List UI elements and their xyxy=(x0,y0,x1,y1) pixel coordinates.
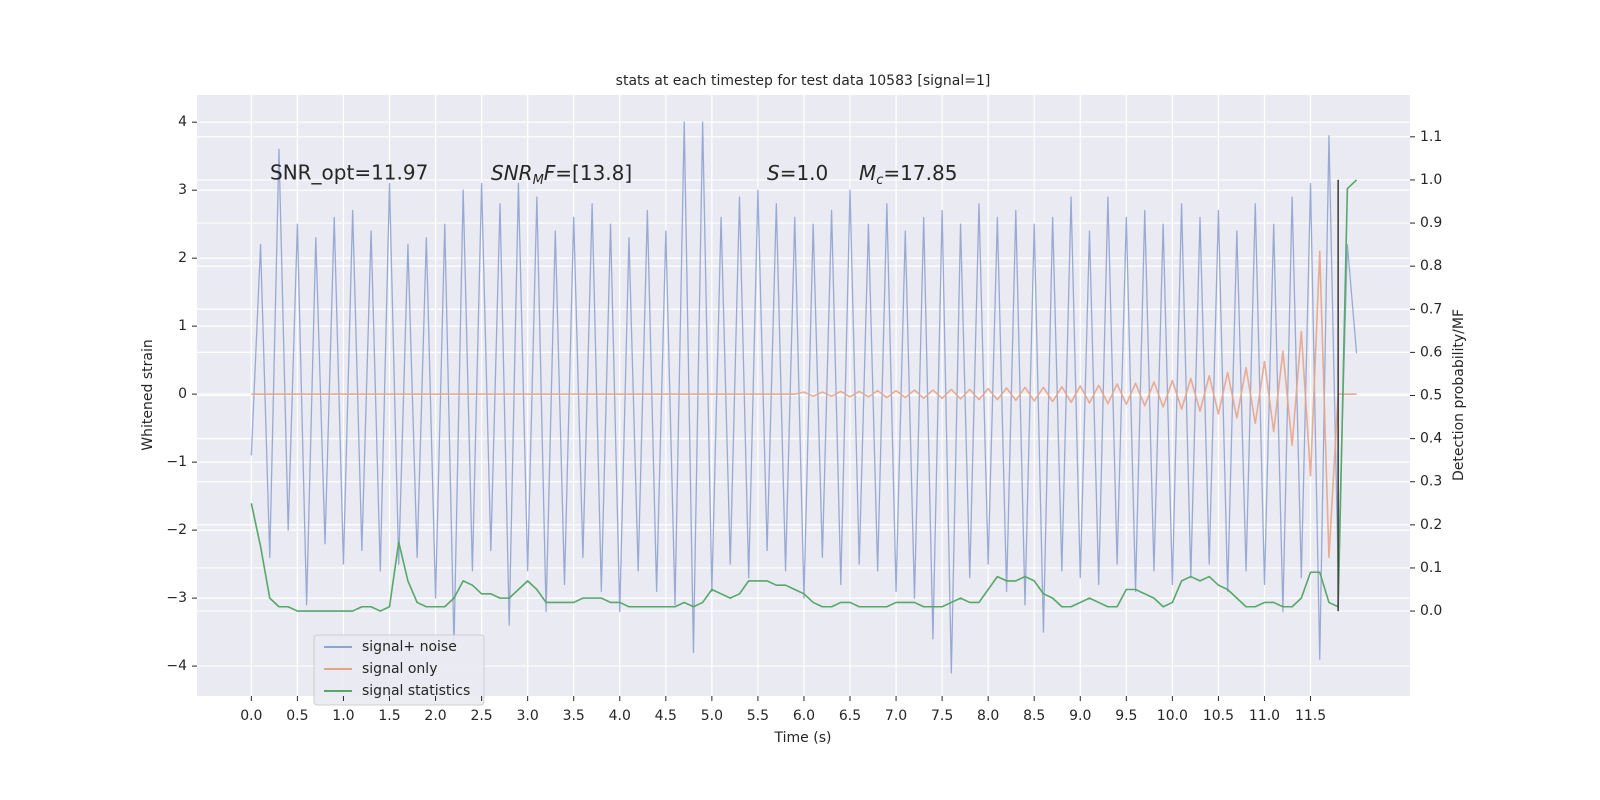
y2-tick-label: 1.1 xyxy=(1420,129,1442,145)
y2-tick-label: 0.3 xyxy=(1420,474,1442,490)
y2-tick-label: 1.0 xyxy=(1420,172,1442,188)
x-tick-label: 10.0 xyxy=(1157,708,1188,724)
y-tick-label: −3 xyxy=(166,590,187,606)
x-tick-label: 4.5 xyxy=(655,708,677,724)
y-tick-label: 1 xyxy=(178,318,187,334)
y2-tick-label: 0.8 xyxy=(1420,258,1442,274)
y2-tick-label: 0.0 xyxy=(1420,603,1442,619)
x-tick-label: 5.0 xyxy=(701,708,723,724)
y-tick-label: 3 xyxy=(178,182,187,198)
y-tick-label: −1 xyxy=(166,454,187,470)
annotation-part: M xyxy=(859,161,876,185)
annotation-part: =1.0 xyxy=(780,161,829,185)
x-tick-label: 2.5 xyxy=(470,708,492,724)
legend: signal+ noise signal only signal statistic… xyxy=(313,634,485,706)
y-tick-label: 4 xyxy=(178,114,187,130)
x-tick-label: 6.5 xyxy=(839,708,861,724)
y2-tick-label: 0.5 xyxy=(1420,388,1442,404)
annotation-part: SNR xyxy=(491,161,533,185)
y2-tick-label: 0.9 xyxy=(1420,215,1442,231)
x-tick-label: 8.0 xyxy=(977,708,999,724)
annotation-part: M xyxy=(533,173,544,188)
marks xyxy=(250,121,1358,674)
legend-box xyxy=(313,634,485,706)
series-line xyxy=(251,250,1357,559)
x-tick-label: 11.5 xyxy=(1295,708,1326,724)
x-tick-label: 7.5 xyxy=(931,708,953,724)
legend-label: signal statistics xyxy=(362,683,470,699)
y-tick-label: 2 xyxy=(178,250,187,266)
x-tick-label: 1.0 xyxy=(332,708,354,724)
x-tick-label: 0.0 xyxy=(240,708,262,724)
x-tick-label: 0.5 xyxy=(286,708,308,724)
annotation-part: S xyxy=(767,161,780,185)
y2-tick-label: 0.7 xyxy=(1420,301,1442,317)
series-line xyxy=(250,179,1358,612)
x-tick-label: 2.0 xyxy=(424,708,446,724)
annotation-part: F xyxy=(544,161,556,185)
series-line xyxy=(250,121,1358,674)
annotation: Mc=17.85 xyxy=(859,161,957,188)
x-tick-label: 8.5 xyxy=(1023,708,1045,724)
annotation: S=1.0 xyxy=(767,161,828,185)
x-tick-label: 3.0 xyxy=(517,708,539,724)
y2-tick-label: 0.1 xyxy=(1420,560,1442,576)
annotation-part: =17.85 xyxy=(883,161,957,185)
y-tick-label: −2 xyxy=(166,522,187,538)
y-axis-label: Whitened strain xyxy=(140,339,156,450)
x-tick-label: 7.0 xyxy=(885,708,907,724)
y2-tick-label: 0.6 xyxy=(1420,344,1442,360)
legend-label: signal+ noise xyxy=(362,639,457,655)
x-tick-label: 11.0 xyxy=(1249,708,1280,724)
y2-axis-label: Detection probability/MF xyxy=(1451,309,1467,481)
y-tick-label: 0 xyxy=(178,386,187,402)
annotation: SNRMF=[13.8] xyxy=(491,161,632,188)
y-tick-label: −4 xyxy=(166,658,187,674)
x-axis-label: Time (s) xyxy=(774,730,832,746)
x-tick-label: 9.0 xyxy=(1069,708,1091,724)
chart-title: stats at each timestep for test data 105… xyxy=(616,73,991,89)
x-tick-label: 3.5 xyxy=(563,708,585,724)
x-tick-label: 5.5 xyxy=(747,708,769,724)
annotation-part: c xyxy=(876,173,883,188)
y2-tick-label: 0.2 xyxy=(1420,517,1442,533)
x-tick-label: 6.0 xyxy=(793,708,815,724)
x-tick-label: 1.5 xyxy=(378,708,400,724)
x-tick-label: 9.5 xyxy=(1115,708,1137,724)
x-tick-label: 4.0 xyxy=(609,708,631,724)
x-tick-label: 10.5 xyxy=(1203,708,1234,724)
annotation-part: =[13.8] xyxy=(555,161,632,185)
annotation: SNR_opt=11.97 xyxy=(270,161,428,185)
legend-label: signal only xyxy=(362,661,437,677)
y2-tick-label: 0.4 xyxy=(1420,431,1442,447)
